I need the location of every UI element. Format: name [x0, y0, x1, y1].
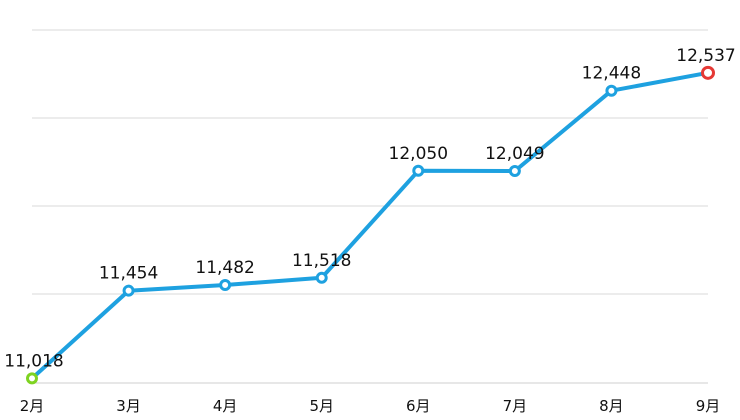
data-label-8月: 12,448 — [582, 64, 641, 84]
x-tick-label-7月: 7月 — [503, 397, 528, 415]
data-label-4月: 11,482 — [195, 258, 254, 278]
x-tick-label-4月: 4月 — [213, 397, 238, 415]
data-point-2月 — [26, 372, 38, 385]
data-point-9月 — [701, 65, 715, 80]
x-tick-label-8月: 8月 — [599, 397, 624, 415]
series-line-layer — [30, 70, 710, 381]
data-label-6月: 12,050 — [389, 144, 448, 164]
data-labels: 11,018 11,454 11,482 11,518 12,050 12,049 12,4… — [4, 46, 735, 372]
x-tick-label-2月: 2月 — [20, 397, 45, 415]
data-label-9月: 12,537 — [676, 46, 735, 66]
data-point-7月 — [508, 165, 521, 178]
data-point-3月 — [122, 284, 135, 297]
data-point-8月 — [605, 84, 618, 97]
x-tick-label-6月: 6月 — [406, 397, 431, 415]
data-point-6月 — [412, 164, 425, 177]
x-tick-label-3月: 3月 — [116, 397, 141, 415]
data-points — [26, 65, 715, 385]
x-tick-label-5月: 5月 — [309, 397, 334, 415]
data-point-4月 — [219, 279, 232, 292]
x-tick-label-9月: 9月 — [696, 397, 721, 415]
x-axis-ticks: 2月 3月 4月 5月 6月 7月 8月 9月 — [20, 397, 721, 415]
data-point-5月 — [315, 271, 328, 284]
data-label-3月: 11,454 — [99, 264, 158, 284]
data-label-5月: 11,518 — [292, 251, 351, 271]
series-line — [30, 70, 710, 381]
gridlines — [32, 29, 708, 384]
data-label-7月: 12,049 — [485, 144, 544, 164]
data-label-2月: 11,018 — [4, 351, 63, 371]
